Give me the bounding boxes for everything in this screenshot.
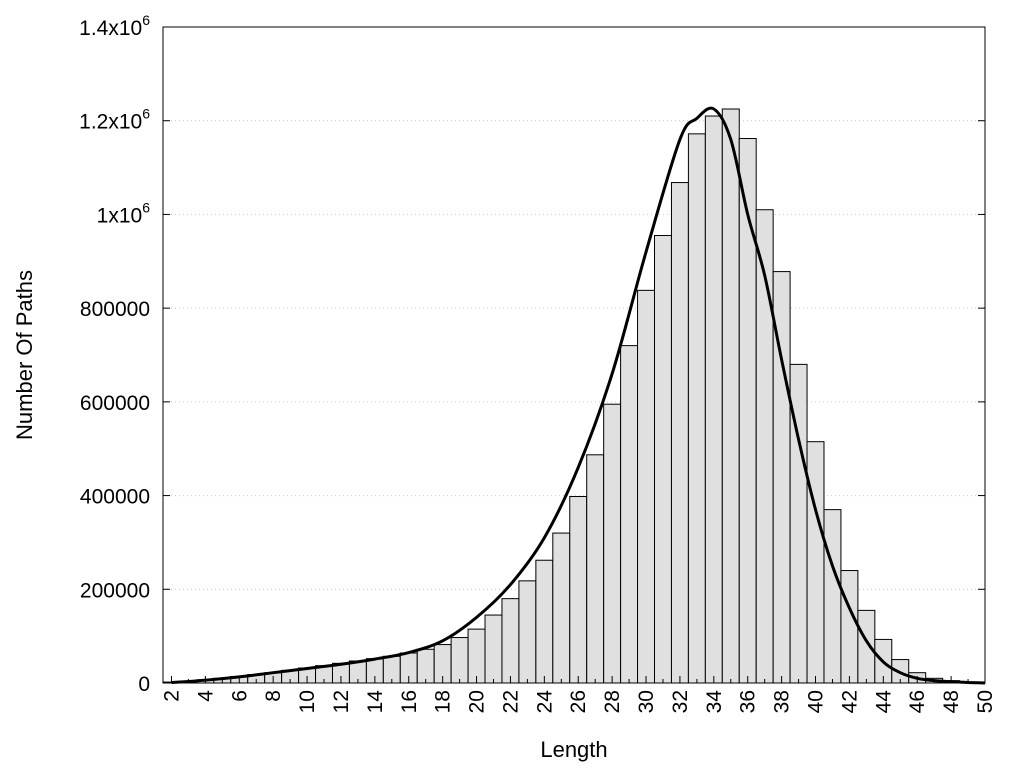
histogram-bar — [687, 133, 706, 684]
x-tick-label: 4 — [194, 690, 217, 702]
x-tick-label: 22 — [499, 690, 522, 713]
x-axis-ticks: 2 4 6 8 10 12 14 16 18 20 22 24 26 28 30 32 34 36 38 40 42 44… — [160, 676, 997, 713]
x-tick-label: 44 — [872, 690, 895, 714]
histogram-bars — [162, 108, 978, 684]
x-tick-label: 6 — [228, 690, 251, 702]
histogram-bar — [382, 655, 401, 684]
x-tick-label: 36 — [737, 690, 760, 713]
histogram-bar — [518, 580, 537, 684]
histogram-bar — [586, 454, 605, 684]
x-tick-label: 34 — [703, 690, 726, 714]
x-tick-label: 50 — [974, 690, 997, 713]
y-axis-ticks: 0 200000 400000 600000 800000 1x106 1.2x106 1.4… — [79, 12, 985, 696]
x-tick-label: 46 — [906, 690, 929, 713]
histogram-bar — [840, 570, 859, 684]
histogram-bar — [450, 637, 469, 684]
trend-curve-layer — [171, 106, 986, 685]
histogram-bar — [603, 403, 622, 684]
x-tick-label: 16 — [398, 690, 421, 713]
x-tick-label: 2 — [160, 690, 183, 702]
histogram-bar — [857, 609, 876, 684]
y-tick-label: 0 — [138, 673, 150, 696]
x-tick-label: 24 — [533, 690, 556, 714]
x-tick-label: 32 — [669, 690, 692, 713]
histogram-bar — [535, 559, 554, 684]
x-tick-label: 14 — [364, 690, 387, 714]
y-tick-exponent: 6 — [142, 199, 150, 215]
y-tick-label: 1x106 — [97, 199, 151, 227]
y-tick-label: 800000 — [80, 298, 150, 321]
y-axis-title: Number Of Paths — [12, 270, 37, 440]
x-tick-label: 42 — [838, 690, 861, 713]
y-tick-exponent: 6 — [142, 12, 150, 28]
y-tick-exponent: 6 — [142, 106, 150, 122]
x-tick-label: 38 — [771, 690, 794, 713]
histogram-bar — [823, 509, 842, 684]
x-tick-label: 12 — [330, 690, 353, 713]
histogram-bar — [552, 532, 571, 684]
histogram-bar — [806, 441, 825, 684]
x-axis-title: Length — [540, 737, 607, 762]
histogram-bar — [721, 108, 740, 684]
x-tick-label: 40 — [805, 690, 828, 713]
y-tick-label: 200000 — [80, 579, 150, 602]
histogram-bar — [637, 289, 656, 684]
x-tick-label: 48 — [940, 690, 963, 713]
histogram-bar — [569, 496, 588, 684]
histogram-bar — [620, 345, 639, 684]
x-tick-label: 8 — [262, 690, 285, 702]
histogram-bar — [467, 628, 486, 684]
histogram-bar — [484, 614, 503, 684]
x-tick-label: 28 — [601, 690, 624, 713]
x-tick-label: 20 — [466, 690, 489, 713]
x-tick-label: 18 — [432, 690, 455, 713]
histogram-bar — [416, 648, 435, 684]
x-tick-label: 30 — [635, 690, 658, 713]
y-tick-label: 1.4x106 — [79, 12, 150, 40]
histogram-bar — [670, 182, 689, 684]
histogram-bar — [501, 598, 520, 684]
plot-frame — [162, 26, 986, 684]
x-tick-label: 26 — [567, 690, 590, 713]
histogram-bar — [704, 115, 723, 684]
y-tick-label: 600000 — [80, 392, 150, 415]
y-tick-label: 1.2x106 — [79, 106, 150, 134]
y-tick-label: 400000 — [80, 486, 150, 509]
trend-curve — [171, 106, 986, 685]
histogram-bar — [654, 235, 672, 684]
x-tick-label: 10 — [296, 690, 319, 713]
